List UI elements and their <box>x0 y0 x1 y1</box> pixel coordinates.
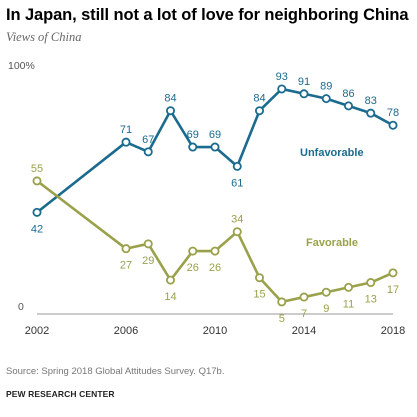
unfavorable-point-2016 <box>343 101 353 111</box>
unfavorable-point-2009 <box>188 142 198 152</box>
chart-title: In Japan, still not a lot of love for ne… <box>6 6 409 24</box>
unfavorable-value-label-2017: 83 <box>365 95 377 107</box>
unfavorable-value-label-2006: 71 <box>120 124 132 136</box>
unfavorable-point-2013 <box>277 84 287 94</box>
y-tick-label-100: 100% <box>8 60 35 72</box>
favorable-point-2008 <box>165 275 175 285</box>
favorable-value-label-2002: 55 <box>31 163 43 175</box>
chart-subtitle: Views of China <box>6 30 82 44</box>
unfavorable-point-2011 <box>232 161 242 171</box>
unfavorable-value-label-2014: 91 <box>298 76 310 88</box>
unfavorable-point-2007 <box>143 147 153 157</box>
unfavorable-point-2002 <box>32 207 42 217</box>
x-tick-label-2014: 2014 <box>292 325 316 337</box>
unfavorable-value-label-2018: 78 <box>387 107 399 119</box>
unfavorable-value-label-2015: 89 <box>320 81 332 93</box>
x-tick-label-2010: 2010 <box>203 325 227 337</box>
favorable-point-2015 <box>321 287 331 297</box>
favorable-point-2002 <box>32 176 42 186</box>
unfavorable-point-2010 <box>210 142 220 152</box>
favorable-value-label-2013: 5 <box>279 313 285 325</box>
unfavorable-point-2006 <box>121 137 131 147</box>
unfavorable-value-label-2007: 67 <box>142 134 154 146</box>
unfavorable-value-label-2012: 84 <box>253 93 265 105</box>
chart-lines <box>32 84 398 307</box>
unfavorable-point-2012 <box>254 106 264 116</box>
favorable-value-label-2008: 14 <box>164 291 176 303</box>
unfavorable-point-2015 <box>321 94 331 104</box>
favorable-value-label-2006: 27 <box>120 260 132 272</box>
unfavorable-value-label-2010: 69 <box>209 129 221 141</box>
unfavorable-value-label-2008: 84 <box>164 93 176 105</box>
favorable-point-2009 <box>188 246 198 256</box>
favorable-value-label-2007: 29 <box>142 255 154 267</box>
favorable-value-label-2016: 11 <box>343 298 354 310</box>
favorable-point-2006 <box>121 244 131 254</box>
unfavorable-point-2018 <box>388 120 398 130</box>
favorable-series-label: Favorable <box>306 237 358 249</box>
favorable-point-2011 <box>232 227 242 237</box>
favorable-point-2016 <box>343 282 353 292</box>
source-note: Source: Spring 2018 Global Attitudes Sur… <box>6 366 225 377</box>
unfavorable-value-label-2016: 86 <box>342 88 354 100</box>
x-tick-label-2018: 2018 <box>381 325 405 337</box>
favorable-point-2014 <box>299 292 309 302</box>
unfavorable-value-label-2002: 42 <box>31 223 43 235</box>
favorable-value-label-2017: 13 <box>365 294 377 306</box>
favorable-value-label-2009: 26 <box>187 262 199 274</box>
unfavorable-value-label-2011: 61 <box>231 177 243 189</box>
favorable-point-2010 <box>210 246 220 256</box>
unfavorable-point-2008 <box>165 106 175 116</box>
favorable-point-2013 <box>277 297 287 307</box>
favorable-point-2007 <box>143 239 153 249</box>
unfavorable-point-2014 <box>299 89 309 99</box>
favorable-value-label-2010: 26 <box>209 262 221 274</box>
favorable-value-label-2014: 7 <box>301 308 307 320</box>
unfavorable-point-2017 <box>366 108 376 118</box>
favorable-value-label-2018: 17 <box>387 284 399 296</box>
favorable-point-2017 <box>366 278 376 288</box>
y-tick-label-0: 0 <box>18 301 24 313</box>
brand-name: PEW RESEARCH CENTER <box>6 389 115 399</box>
unfavorable-series-label: Unfavorable <box>300 147 364 159</box>
unfavorable-value-label-2009: 69 <box>187 129 199 141</box>
x-tick-label-2002: 2002 <box>25 325 49 337</box>
x-tick-label-2006: 2006 <box>114 325 138 337</box>
unfavorable-value-label-2013: 93 <box>276 71 288 83</box>
favorable-point-2018 <box>388 268 398 278</box>
chart-labels: 42 71 67 84 69 69 61 84 93 91 89 86 83 78 55 27 29 14 26 26… <box>31 71 399 325</box>
favorable-value-label-2011: 34 <box>231 214 243 226</box>
favorable-point-2012 <box>254 273 264 283</box>
favorable-value-label-2012: 15 <box>253 289 265 301</box>
favorable-value-label-2015: 9 <box>323 303 329 315</box>
